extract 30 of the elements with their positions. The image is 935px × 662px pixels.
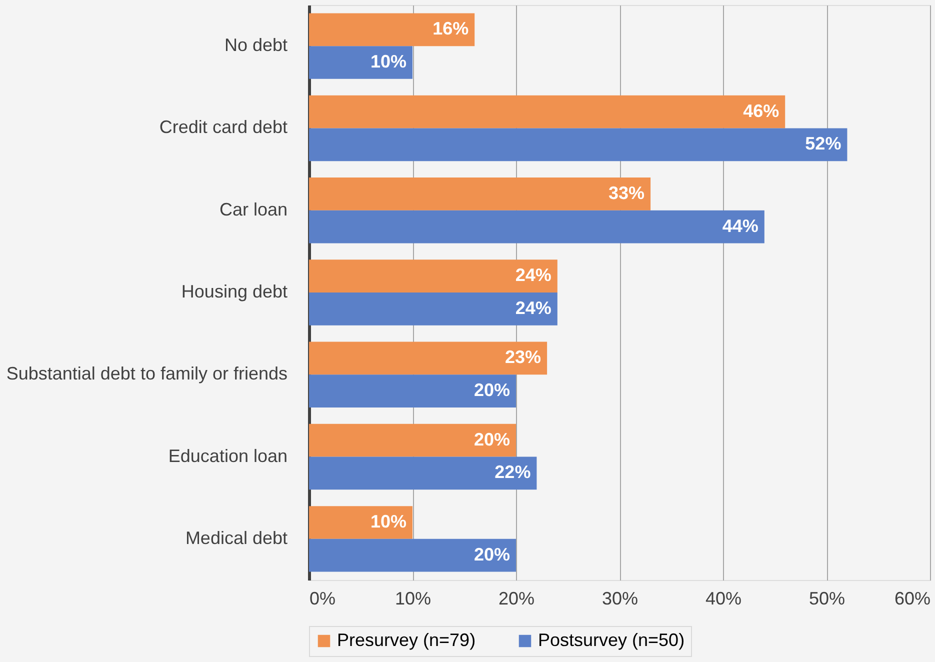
y-tick-label: Credit card debt [159, 117, 288, 138]
data-label: 10% [370, 52, 406, 72]
x-tick-label: 10% [394, 588, 432, 608]
y-tick-label: Education loan [168, 446, 288, 466]
data-label: 20% [474, 544, 510, 564]
data-label: 46% [743, 100, 780, 121]
y-tick-label: Housing debt [181, 282, 288, 302]
data-label: 10% [370, 512, 406, 532]
data-label: 20% [474, 380, 510, 400]
y-tick-label: Medical debt [185, 528, 288, 548]
x-tick-label: 60% [894, 588, 930, 608]
x-tick-label: 20% [498, 588, 535, 608]
x-tick-label: 30% [602, 588, 638, 608]
data-label: 20% [474, 429, 510, 450]
y-tick-label: Car loan [219, 199, 288, 220]
data-label: 24% [515, 265, 552, 286]
data-label: 16% [432, 18, 469, 39]
legend-label: Postsurvey (n=50) [538, 630, 685, 650]
data-label: 52% [805, 134, 842, 154]
legend-label: Presurvey (n=79) [337, 630, 476, 650]
x-tick-label: 50% [808, 588, 846, 608]
data-label: 33% [608, 182, 645, 203]
x-tick-label: 40% [705, 588, 742, 608]
data-label: 22% [494, 462, 531, 482]
x-tick-label: 0% [310, 588, 336, 608]
y-tick-label: Substantial debt to family or friends [6, 364, 288, 384]
y-tick-label: No debt [224, 35, 288, 56]
data-label: 23% [505, 347, 542, 368]
data-label: 44% [722, 216, 758, 236]
data-label: 24% [515, 298, 552, 318]
